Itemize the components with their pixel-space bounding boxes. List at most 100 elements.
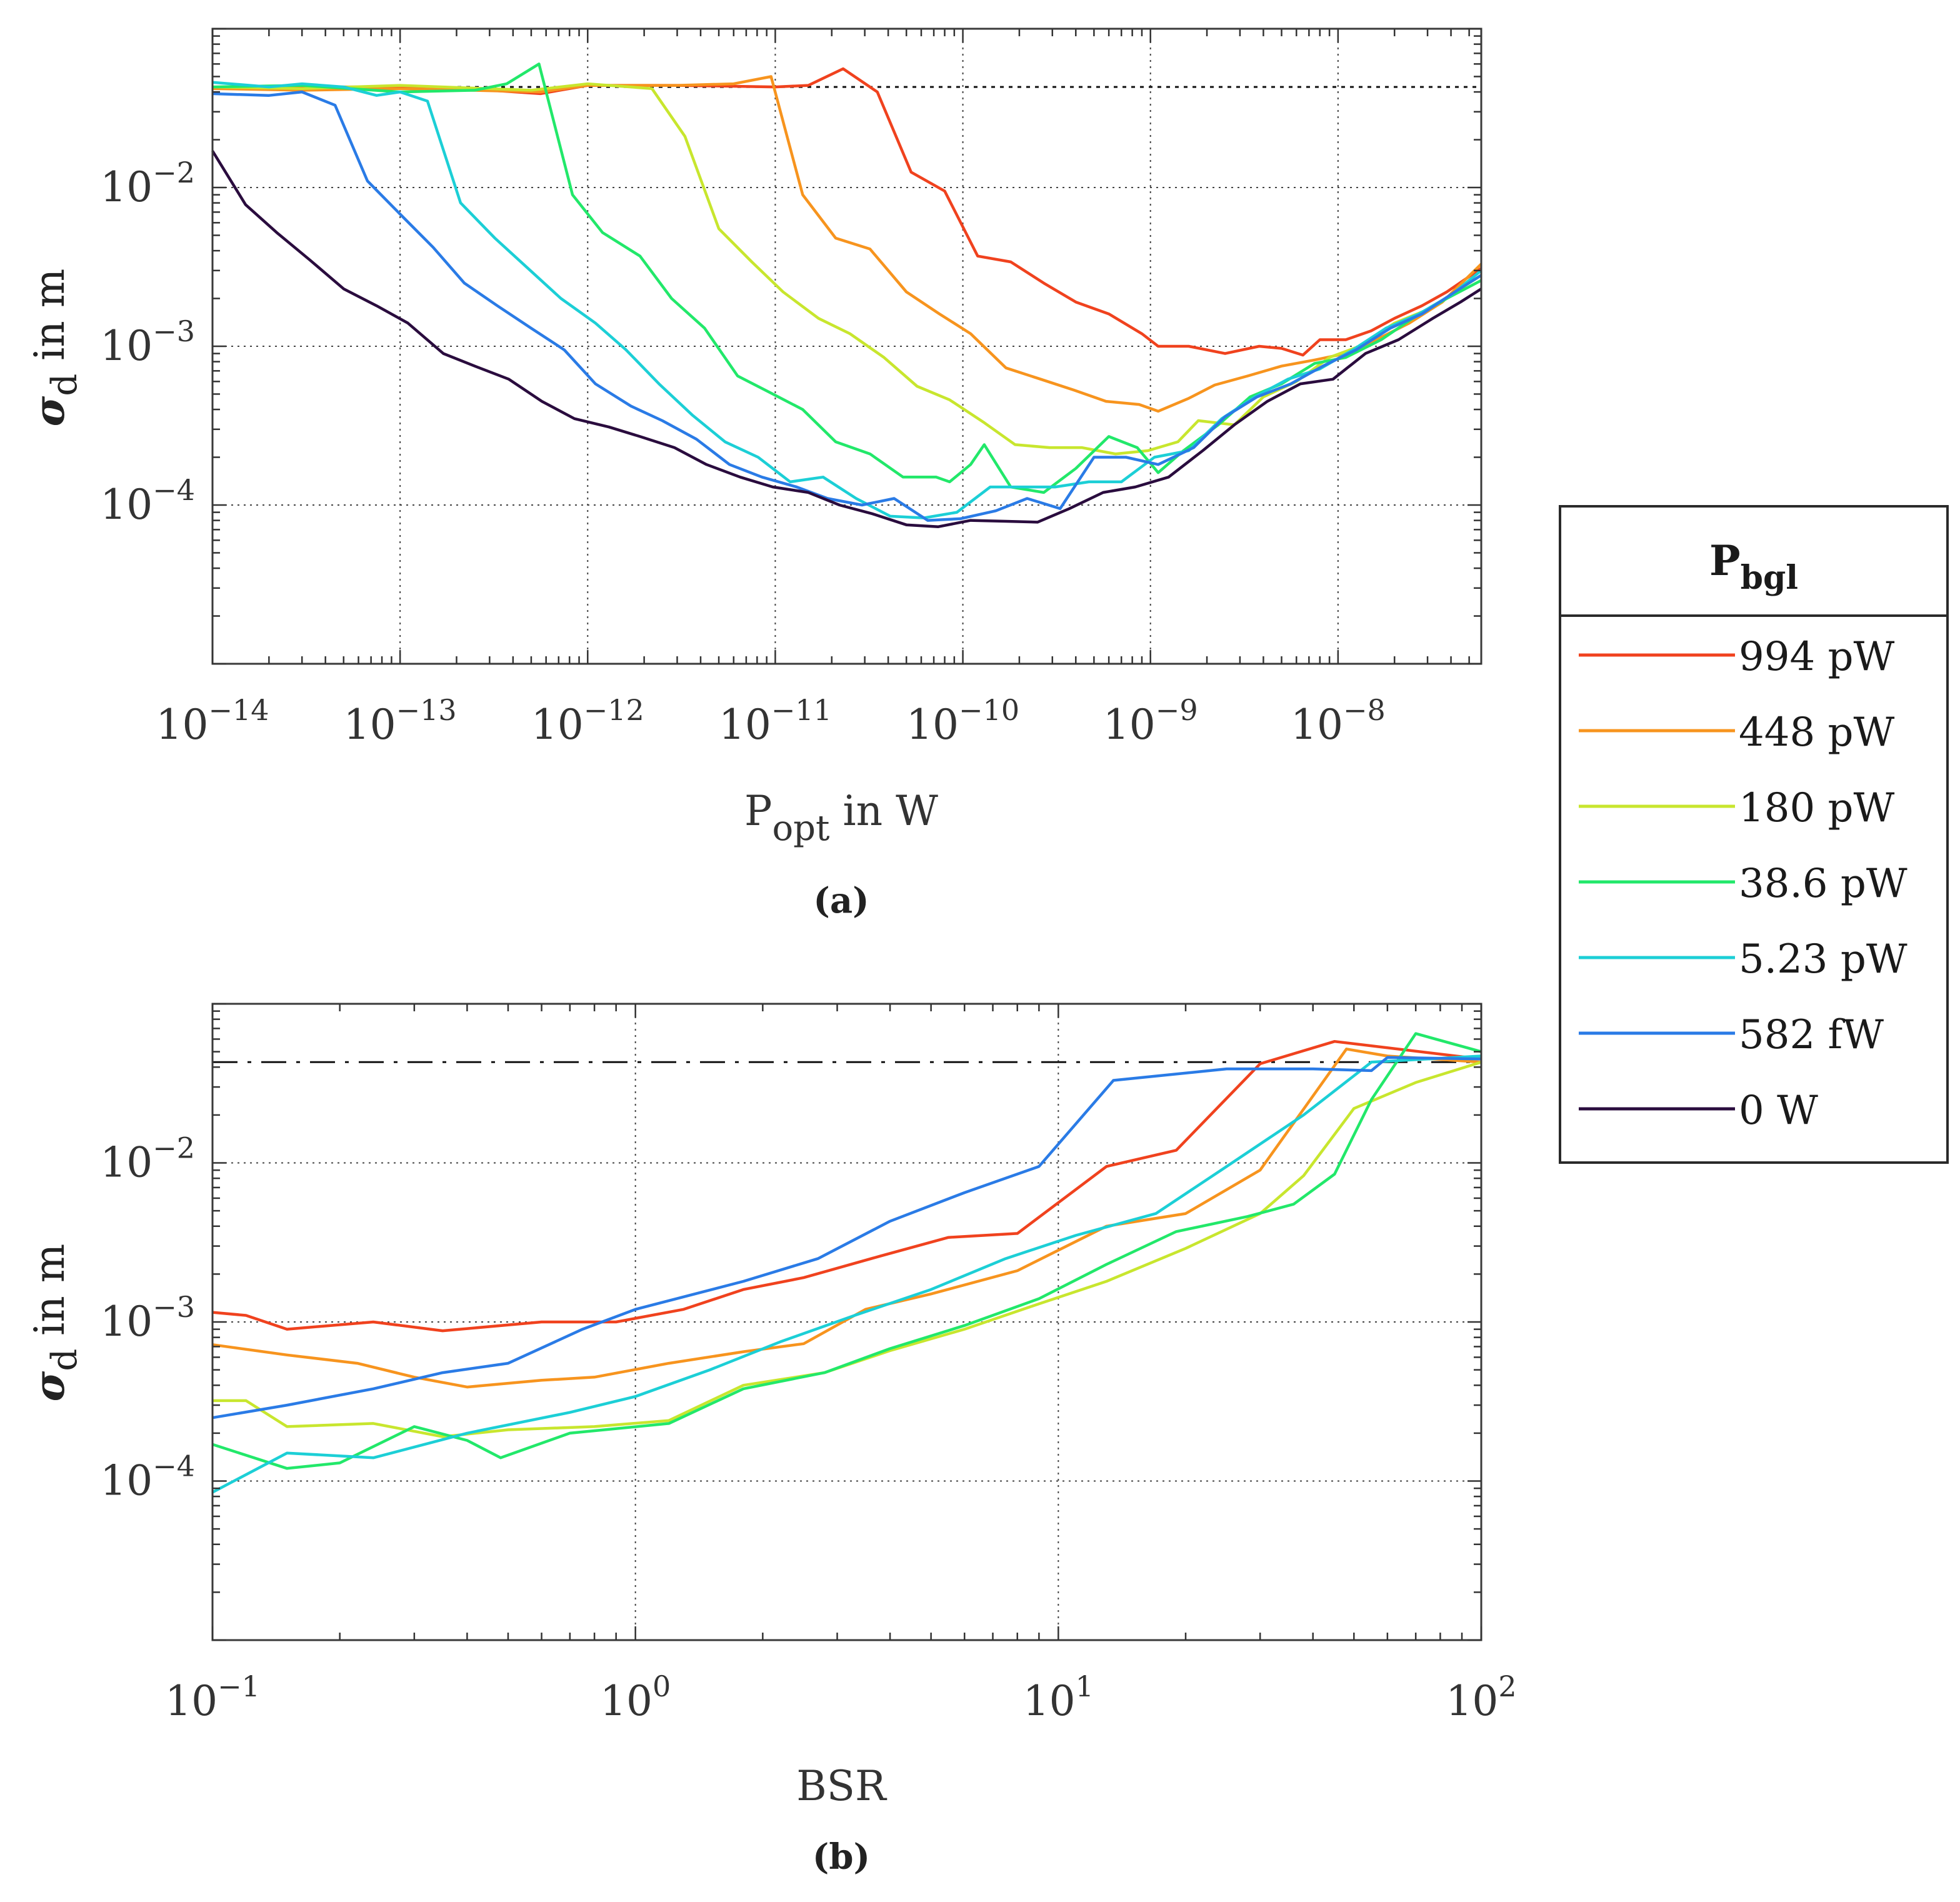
- tick-base: 10: [156, 701, 208, 749]
- legend-entry-label: 5.23 pW: [1739, 936, 1908, 983]
- panel-a-x-tick-label: 10−11: [719, 693, 832, 749]
- tick-exponent: −9: [1156, 693, 1198, 727]
- tick-exponent: −13: [396, 693, 457, 727]
- panel-a-y-tick-label: 10−2: [100, 156, 195, 211]
- tick-base: 10: [100, 1298, 152, 1346]
- panel-b-series-line-4: [211, 1054, 1482, 1494]
- panel-a-x-tick-labels: 10−14 10−13 10−12 10−11 10−10 10−9 10−8: [156, 693, 1385, 749]
- tick-base: 10: [1103, 701, 1156, 749]
- legend-entry-label: 994 pW: [1739, 634, 1894, 680]
- legend-entry-label: 180 pW: [1739, 785, 1894, 831]
- panel-a-x-tick-label: 10−10: [906, 693, 1019, 749]
- panel-a-y-tick-labels: 10−410−310−2: [100, 156, 195, 529]
- panel-b-series-line-0: [212, 1039, 1482, 1333]
- tick-base: 10: [1291, 701, 1343, 749]
- panel-a-series-line-4: [212, 81, 1482, 519]
- panel-a-series-line-1: [212, 75, 1482, 413]
- panel-b-y-label-sub: d: [44, 1349, 85, 1371]
- tick-base: 10: [344, 701, 396, 749]
- panel-b-series-line-1: [212, 1048, 1482, 1389]
- panel-a-x-tick-label: 10−9: [1103, 693, 1198, 749]
- panel-a-x-tick-label: 10−12: [531, 693, 644, 749]
- tick-exponent: −14: [208, 693, 269, 727]
- panel-a-y-label-rest: in m: [26, 269, 74, 374]
- legend-entries: 994 pW 448 pW 180 pW 38.6 pW 5.23 pW 582 fW 0 …: [1579, 634, 1908, 1134]
- panel-b-y-tick-label: 10−3: [100, 1290, 195, 1346]
- panel-a-y-axis-label: σd in m: [25, 269, 85, 427]
- panel-a-y-label-main: σ: [25, 396, 74, 426]
- panel-b-caption: (b): [812, 1836, 870, 1878]
- tick-exponent: −8: [1343, 693, 1386, 727]
- panel-a-series-group: [211, 63, 1482, 528]
- panel-a-plot-area: [212, 29, 1481, 664]
- panel-a-caption: (a): [813, 880, 869, 921]
- panel-b-grid: [212, 1004, 1481, 1640]
- legend-title-main: P: [1709, 536, 1741, 585]
- panel-b-x-tick-label: 102: [1446, 1669, 1516, 1725]
- tick-base: 10: [531, 701, 584, 749]
- panel-a-ticks: [211, 28, 1481, 665]
- tick-base: 10: [100, 322, 152, 370]
- panel-b-x-tick-label: 10−1: [165, 1669, 260, 1725]
- tick-exponent: −3: [152, 1290, 195, 1324]
- tick-base: 10: [719, 701, 771, 749]
- tick-exponent: −1: [218, 1669, 260, 1703]
- panel-a-x-tick-label: 10−8: [1291, 693, 1386, 749]
- tick-base: 10: [600, 1677, 652, 1725]
- panel-a-series-line-5: [212, 90, 1482, 522]
- panel-a-x-tick-label: 10−14: [156, 693, 269, 749]
- panel-a-chart: 10−14 10−13 10−12 10−11 10−10 10−9 10−8 10−410…: [25, 28, 1482, 921]
- panel-b-ticks: [211, 1003, 1482, 1641]
- panel-b-y-tick-label: 10−2: [100, 1131, 195, 1187]
- legend: Pbgl 994 pW 448 pW 180 pW 38.6 pW 5.23 pW 582…: [1559, 505, 1949, 1164]
- panel-b-y-axis-label: σd in m: [25, 1244, 85, 1402]
- tick-base: 10: [100, 1139, 152, 1187]
- tick-base: 10: [100, 1457, 152, 1505]
- tick-exponent: 1: [1076, 1669, 1094, 1703]
- tick-exponent: 0: [652, 1669, 671, 1703]
- panel-a-x-label-sub: opt: [772, 808, 830, 849]
- panel-b-x-tick-labels: 10−1 100 101 102: [165, 1669, 1517, 1725]
- tick-base: 10: [100, 163, 152, 211]
- panel-a-y-tick-label: 10−3: [100, 314, 195, 370]
- tick-exponent: 2: [1498, 1669, 1516, 1703]
- panel-a-y-label-sub: d: [44, 374, 85, 396]
- panel-b-x-axis-label: BSR: [796, 1762, 888, 1810]
- tick-base: 10: [1023, 1677, 1076, 1725]
- panel-a-y-tick-label: 10−4: [100, 473, 195, 529]
- panel-b-series-line-3: [212, 1032, 1482, 1470]
- panel-a-x-label-main: P: [744, 787, 772, 835]
- panel-a-x-axis-label: Popt in W: [744, 787, 938, 849]
- tick-base: 10: [1446, 1677, 1498, 1725]
- tick-base: 10: [165, 1677, 218, 1725]
- panel-b-series-group: [211, 1032, 1482, 1494]
- legend-box: [1559, 505, 1949, 1164]
- legend-entry-label: 38.6 pW: [1739, 861, 1908, 907]
- legend-entry-label: 0 W: [1739, 1088, 1818, 1134]
- panel-b-y-label-main: σ: [25, 1371, 74, 1401]
- panel-b-x-tick-label: 101: [1023, 1669, 1094, 1725]
- panel-b-series-line-5: [212, 1056, 1482, 1419]
- panel-b-chart: 10−1 100 101 102 10−410−310−2 BSR σd in m (…: [25, 1003, 1517, 1878]
- tick-exponent: −4: [152, 1449, 195, 1483]
- legend-entry-label: 582 fW: [1739, 1012, 1884, 1058]
- tick-exponent: −2: [152, 156, 195, 189]
- tick-base: 10: [100, 481, 152, 529]
- tick-base: 10: [906, 701, 959, 749]
- tick-exponent: −4: [152, 473, 195, 507]
- panel-b-y-tick-label: 10−4: [100, 1449, 195, 1505]
- legend-entry-label: 448 pW: [1739, 709, 1894, 756]
- panel-a-x-tick-label: 10−13: [344, 693, 457, 749]
- tick-exponent: −10: [959, 693, 1019, 727]
- panel-b-y-label-rest: in m: [26, 1244, 74, 1349]
- tick-exponent: −11: [771, 693, 832, 727]
- panel-b-x-tick-label: 100: [600, 1669, 671, 1725]
- legend-title-sub: bgl: [1741, 559, 1798, 597]
- panel-b-y-tick-labels: 10−410−310−2: [100, 1131, 195, 1505]
- panel-a-x-label-rest: in W: [830, 787, 939, 835]
- tick-exponent: −2: [152, 1131, 195, 1165]
- panel-b-x-label-main: BSR: [796, 1762, 888, 1810]
- legend-title: Pbgl: [1709, 536, 1798, 597]
- panel-a-series-line-6: [211, 150, 1482, 528]
